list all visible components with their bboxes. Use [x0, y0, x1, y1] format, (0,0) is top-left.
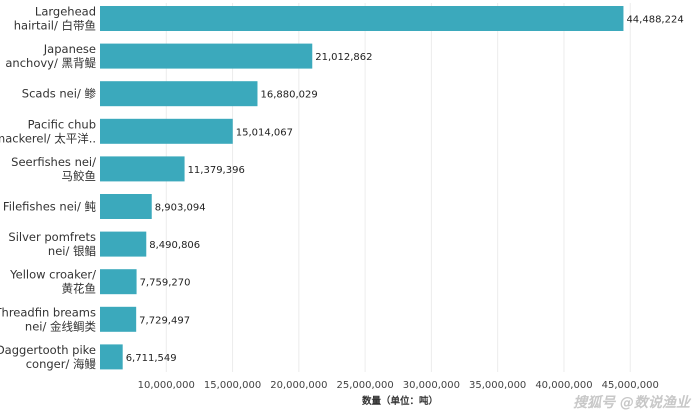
- category-label-9-1: conger/ 海鳗: [26, 357, 97, 371]
- category-label-5-0: Filefishes nei/ 鲀: [3, 200, 97, 214]
- value-label-7: 7,759,270: [140, 278, 191, 289]
- bars-group: [100, 6, 624, 370]
- x-axis-title: 数量（单位：吨）: [361, 395, 438, 407]
- value-labels: 44,488,224 21,012,862 16,880,029 15,014,067…: [126, 15, 684, 364]
- category-label-7-0: Yellow croaker/: [9, 268, 96, 282]
- x-axis-ticks: 10,000,000 15,000,000 20,000,000 25,000,000…: [138, 380, 659, 391]
- category-label-4-1: 马鲛鱼: [62, 169, 97, 183]
- value-label-1: 21,012,862: [315, 52, 372, 63]
- x-tick-label-7: 45,000,000: [602, 380, 659, 391]
- category-label-7-1: 黄花鱼: [62, 282, 97, 296]
- bar-8: [100, 306, 137, 332]
- bar-2: [100, 81, 258, 107]
- x-tick-label-4: 30,000,000: [403, 380, 460, 391]
- category-label-9-0: Daggertooth pike: [0, 343, 96, 357]
- x-tick-label-5: 35,000,000: [469, 380, 526, 391]
- category-label-2-0: Scads nei/ 鲹: [22, 87, 97, 101]
- value-label-0: 44,488,224: [626, 15, 683, 26]
- category-label-8-1: nei/ 金线鲷类: [25, 319, 97, 333]
- bar-9: [100, 344, 123, 370]
- category-label-3-1: mackerel/ 太平洋..: [0, 131, 96, 145]
- category-label-0-0: Largehead: [35, 5, 96, 19]
- category-label-0-1: hairtail/ 白带鱼: [14, 19, 96, 33]
- bar-4: [100, 156, 185, 182]
- watermark: 搜狐号 @数说渔业: [573, 394, 692, 411]
- value-label-5: 8,903,094: [155, 203, 206, 214]
- value-label-2: 16,880,029: [260, 90, 317, 101]
- x-tick-label-0: 10,000,000: [138, 380, 195, 391]
- x-tick-label-2: 20,000,000: [270, 380, 327, 391]
- bar-7: [100, 269, 137, 295]
- category-label-3-0: Pacific chub: [28, 117, 96, 131]
- bar-6: [100, 231, 147, 257]
- value-label-4: 11,379,396: [188, 165, 245, 176]
- category-label-6-0: Silver pomfrets: [8, 230, 96, 244]
- value-label-9: 6,711,549: [126, 353, 177, 364]
- x-tick-label-6: 40,000,000: [535, 380, 592, 391]
- bar-1: [100, 43, 313, 69]
- bar-5: [100, 194, 152, 219]
- category-label-1-0: Japanese: [43, 42, 96, 56]
- category-label-1-1: anchovy/ 黑背鳀: [5, 56, 96, 70]
- bar-0: [100, 6, 624, 31]
- value-label-3: 15,014,067: [236, 127, 293, 138]
- x-tick-label-1: 15,000,000: [204, 380, 261, 391]
- category-label-6-1: nei/ 银鲳: [48, 244, 96, 258]
- category-label-8-0: Threadfin breams: [0, 305, 96, 319]
- value-label-6: 8,490,806: [149, 240, 200, 251]
- category-label-4-0: Seerfishes nei/: [11, 155, 96, 169]
- value-label-8: 7,729,497: [139, 315, 190, 326]
- bar-3: [100, 118, 233, 144]
- x-tick-label-3: 25,000,000: [336, 380, 393, 391]
